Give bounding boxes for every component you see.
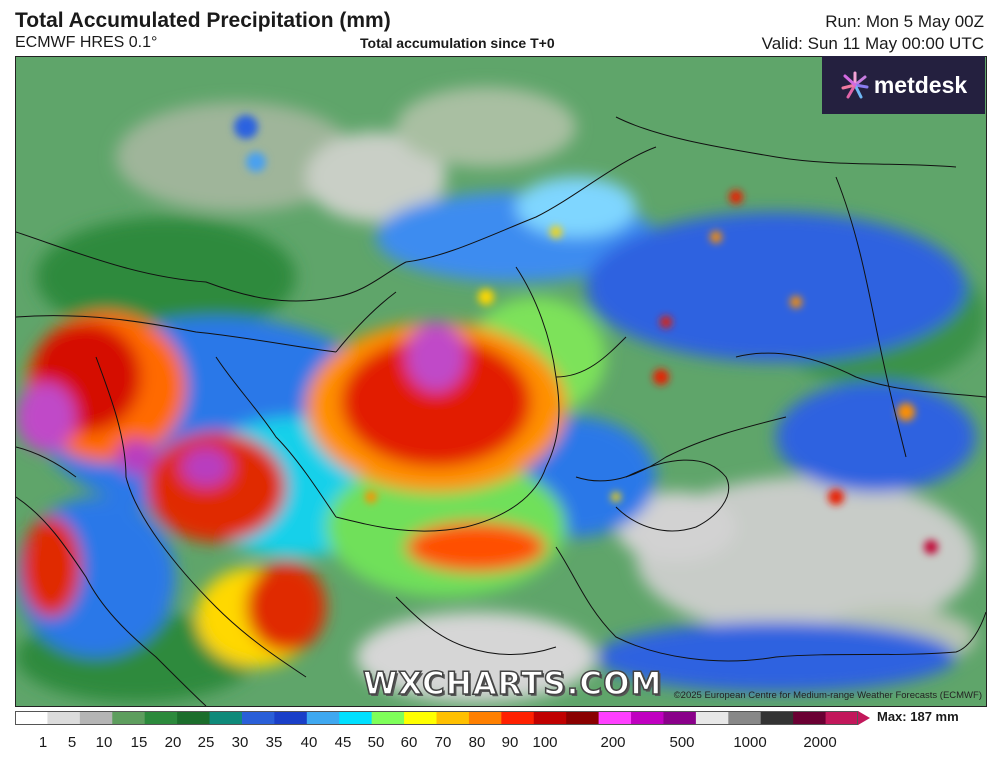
run-label: Run: Mon 5 May 00Z — [825, 12, 984, 31]
scale-segment — [728, 711, 762, 725]
scale-segment — [436, 711, 470, 725]
scale-tick-label: 500 — [669, 734, 695, 751]
scale-segment — [144, 711, 178, 725]
scale-segment — [793, 711, 827, 725]
scale-tick-label: 70 — [434, 734, 452, 751]
scale-tick-label: 45 — [334, 734, 352, 751]
scale-tick-label: 20 — [164, 734, 182, 751]
chart-subtitle: Total accumulation since T+0 — [360, 35, 555, 51]
scale-segment — [663, 711, 697, 725]
scale-segment — [631, 711, 664, 725]
scale-tick-label: 1 — [38, 734, 48, 751]
borders — [16, 116, 986, 706]
precipitation-map — [15, 56, 987, 707]
model-label: ECMWF HRES 0.1° — [15, 34, 158, 51]
wxcharts-watermark: WXCHARTS.COM — [362, 665, 663, 703]
scale-segment — [112, 711, 146, 725]
metdesk-logo: metdesk — [822, 56, 985, 114]
scale-segment — [533, 711, 567, 725]
copyright-notice: ©2025 European Centre for Medium-range W… — [673, 690, 982, 701]
scale-segment — [825, 711, 859, 725]
scale-tick-label: 15 — [130, 734, 148, 751]
scale-tick-label: 5 — [67, 734, 77, 751]
scale-border — [15, 711, 858, 725]
chart-title: Total Accumulated Precipitation (mm) — [15, 9, 391, 32]
precipitation-cells — [234, 115, 938, 554]
scale-segment — [760, 711, 794, 725]
metdesk-logo-text: metdesk — [873, 71, 968, 98]
scale-tick-label: 1000 — [733, 734, 767, 751]
metdesk-logo-icon — [841, 71, 869, 99]
scale-segment — [566, 711, 600, 725]
scale-tick-label: 80 — [468, 734, 486, 751]
scale-segment — [209, 711, 243, 725]
scale-segment — [468, 711, 502, 725]
scale-tick-label: 90 — [501, 734, 519, 751]
scale-segment — [695, 711, 729, 725]
scale-segment — [79, 711, 113, 725]
scale-segment — [404, 711, 437, 725]
scale-arrow-tip — [858, 711, 870, 725]
scale-tick-label: 50 — [367, 734, 385, 751]
scale-tick-label: 35 — [265, 734, 283, 751]
scale-tick-label: 10 — [95, 734, 113, 751]
valid-label: Valid: Sun 11 May 00:00 UTC — [761, 34, 984, 53]
scale-tick-label: 30 — [231, 734, 249, 751]
scale-segment — [47, 711, 81, 725]
scale-tick-label: 60 — [400, 734, 418, 751]
color-scale-ticks: 1 5 10 15 20 25 30 35 40 45 50 60 70 80 90 100 200 500 100… — [15, 734, 870, 756]
scale-segment — [274, 711, 308, 725]
color-scale-bar — [15, 711, 870, 725]
scale-segment — [177, 711, 211, 725]
scale-segment — [15, 711, 48, 725]
scale-tick-label: 25 — [197, 734, 215, 751]
scale-segment — [339, 711, 373, 725]
scale-segment — [306, 711, 340, 725]
scale-segment — [598, 711, 632, 725]
scale-segment — [501, 711, 535, 725]
scale-tick-label: 100 — [532, 734, 558, 751]
max-value-label: Max: 187 mm — [877, 709, 959, 724]
scale-tick-label: 200 — [600, 734, 626, 751]
scale-segment — [241, 711, 275, 725]
scale-tick-label: 2000 — [803, 734, 837, 751]
precipitation-fields — [16, 87, 986, 702]
scale-segment — [371, 711, 405, 725]
map-graphic — [16, 57, 986, 706]
scale-tick-label: 40 — [300, 734, 318, 751]
